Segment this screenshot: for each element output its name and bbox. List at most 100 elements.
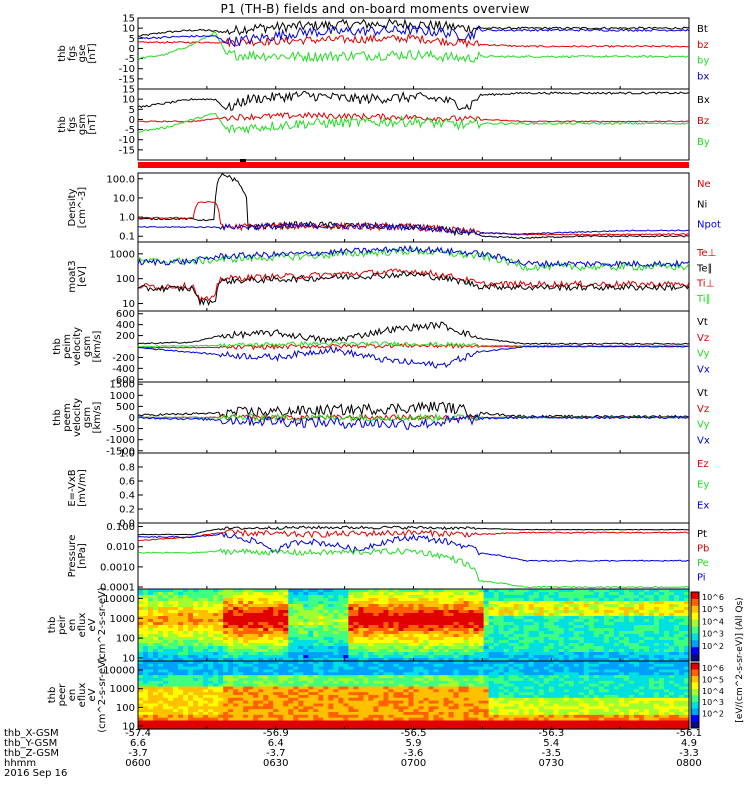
heatmap-cell (358, 652, 365, 656)
heatmap-cell (353, 689, 359, 693)
heatmap-cell (438, 619, 445, 623)
heatmap-cell (443, 714, 450, 719)
heatmap-cell (513, 589, 520, 593)
heatmap-cell (633, 589, 640, 593)
heatmap-cell (358, 689, 365, 693)
heatmap-cell (283, 655, 289, 659)
heatmap-cell (138, 637, 144, 641)
heatmap-cell (328, 714, 334, 719)
heatmap-cell (283, 601, 289, 605)
heatmap-cell (268, 655, 274, 659)
heatmap-cell (208, 675, 214, 679)
heatmap-cell (433, 717, 440, 722)
heatmap-cell (608, 610, 615, 614)
heatmap-cell (188, 680, 194, 685)
heatmap-cell (403, 706, 410, 710)
heatmap-cell (558, 601, 565, 605)
heatmap-cell (138, 709, 144, 713)
heatmap-cell (488, 712, 495, 716)
heatmap-cell (658, 649, 665, 653)
heatmap-cell (433, 601, 440, 605)
heatmap-cell (488, 663, 495, 668)
heatmap-cell (223, 689, 229, 693)
heatmap-cell (443, 610, 450, 614)
heatmap-cell (493, 714, 500, 719)
heatmap-cell (243, 678, 249, 682)
heatmap-cell (543, 689, 550, 693)
heatmap-cell (278, 649, 284, 653)
heatmap-cell (348, 613, 354, 617)
heatmap-cell (503, 598, 510, 602)
heatmap-cell (508, 616, 515, 620)
heatmap-cell (568, 669, 575, 673)
heatmap-cell (398, 628, 405, 632)
heatmap-cell (168, 631, 174, 635)
heatmap-cell (438, 604, 445, 608)
heatmap-cell (483, 678, 490, 682)
heatmap-cell (468, 628, 475, 632)
heatmap-cell (163, 714, 169, 719)
heatmap-cell (473, 637, 480, 641)
heatmap-cell (238, 610, 244, 614)
heatmap-cell (588, 652, 595, 656)
heatmap-cell (553, 640, 560, 644)
heatmap-cell (263, 637, 269, 641)
heatmap-cell (503, 706, 510, 710)
heatmap-cell (428, 720, 435, 724)
heatmap-cell (458, 613, 465, 617)
heatmap-cell (158, 714, 164, 719)
heatmap-cell (658, 601, 665, 605)
heatmap-cell (498, 613, 505, 617)
heatmap-cell (338, 652, 344, 656)
heatmap-cell (503, 658, 510, 662)
heatmap-cell (343, 672, 349, 676)
heatmap-cell (338, 703, 344, 707)
heatmap-cell (678, 631, 685, 635)
y-axis-label: moat3 (67, 260, 78, 292)
heatmap-cell (363, 709, 370, 713)
heatmap-cell (548, 652, 555, 656)
heatmap-cell (618, 652, 625, 656)
heatmap-cell (408, 619, 415, 623)
legend-entry: Ni (697, 199, 707, 210)
heatmap-cell (163, 700, 169, 705)
heatmap-cell (338, 697, 344, 702)
heatmap-cell (338, 619, 344, 623)
heatmap-cell (183, 643, 189, 647)
heatmap-cell (183, 604, 189, 608)
heatmap-cell (183, 720, 189, 724)
heatmap-cell (523, 680, 530, 685)
heatmap-cell (558, 714, 565, 719)
heatmap-cell (573, 649, 580, 653)
heatmap-cell (473, 595, 480, 599)
heatmap-cell (138, 669, 144, 673)
heatmap-cell (328, 666, 334, 671)
heatmap-cell (368, 625, 375, 629)
heatmap-cell (513, 700, 520, 705)
heatmap-cell (558, 625, 565, 629)
heatmap-cell (378, 595, 385, 599)
heatmap-cell (508, 680, 515, 685)
heatmap-cell (328, 689, 334, 693)
heatmap-cell (483, 703, 490, 707)
heatmap-cell (228, 666, 234, 671)
heatmap-cell (193, 640, 199, 644)
heatmap-cell (363, 601, 370, 605)
heatmap-cell (243, 680, 249, 685)
heatmap-cell (368, 669, 375, 673)
heatmap-cell (378, 686, 385, 690)
heatmap-cell (588, 643, 595, 647)
heatmap-cell (583, 655, 590, 659)
heatmap-cell (438, 610, 445, 614)
heatmap-cell (578, 634, 585, 638)
heatmap-cell (648, 625, 655, 629)
heatmap-cell (208, 643, 214, 647)
heatmap-cell (248, 631, 254, 635)
heatmap-cell (238, 616, 244, 620)
heatmap-cell (403, 628, 410, 632)
heatmap-cell (463, 661, 470, 665)
heatmap-cell (423, 666, 430, 671)
heatmap-cell (593, 646, 600, 650)
heatmap-cell (418, 649, 425, 653)
heatmap-cell (508, 712, 515, 716)
